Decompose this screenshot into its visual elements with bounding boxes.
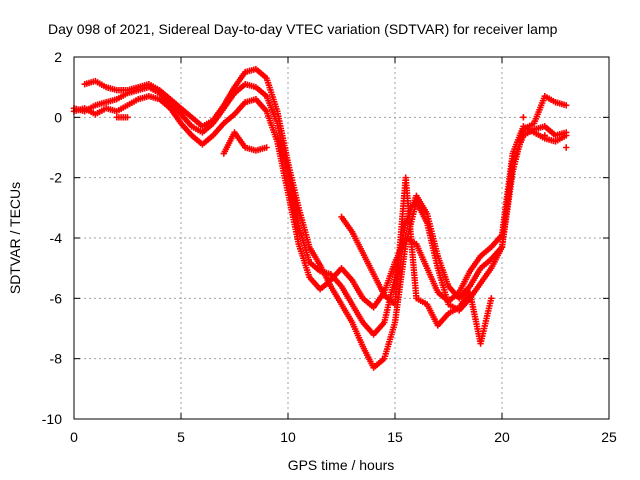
y-tick-label: -2 (50, 170, 63, 186)
data-point (488, 295, 495, 302)
grid (74, 57, 609, 419)
series-trace-4 (113, 114, 570, 347)
series-trace-2 (70, 80, 570, 338)
plot-frame (73, 56, 610, 420)
y-tick-label: -4 (50, 230, 63, 246)
series-trace-1 (70, 93, 570, 311)
x-tick-label: 10 (280, 429, 296, 445)
plot-series (70, 65, 570, 371)
y-tick-label: -10 (42, 411, 62, 427)
data-point (541, 132, 548, 139)
data-point (563, 102, 570, 109)
x-axis-label: GPS time / hours (288, 457, 395, 473)
x-tick-label: 25 (601, 429, 617, 445)
y-tick-label: -8 (50, 351, 63, 367)
y-tick-label: -6 (50, 290, 63, 306)
x-tick-label: 0 (70, 429, 78, 445)
y-tick-label: 0 (54, 109, 62, 125)
data-point (263, 144, 270, 151)
x-tick-label: 20 (494, 429, 510, 445)
data-point (124, 114, 131, 121)
y-axis-label: SDTVAR / TECUs (7, 182, 23, 294)
x-tick-label: 5 (177, 429, 185, 445)
data-point (563, 144, 570, 151)
chart-title: Day 098 of 2021, Sidereal Day-to-day VTE… (48, 21, 558, 37)
y-tick-label: 2 (54, 49, 62, 65)
series-trace-3 (81, 65, 570, 371)
data-point (563, 129, 570, 136)
data-point (520, 114, 527, 121)
x-tick-label: 15 (387, 429, 403, 445)
